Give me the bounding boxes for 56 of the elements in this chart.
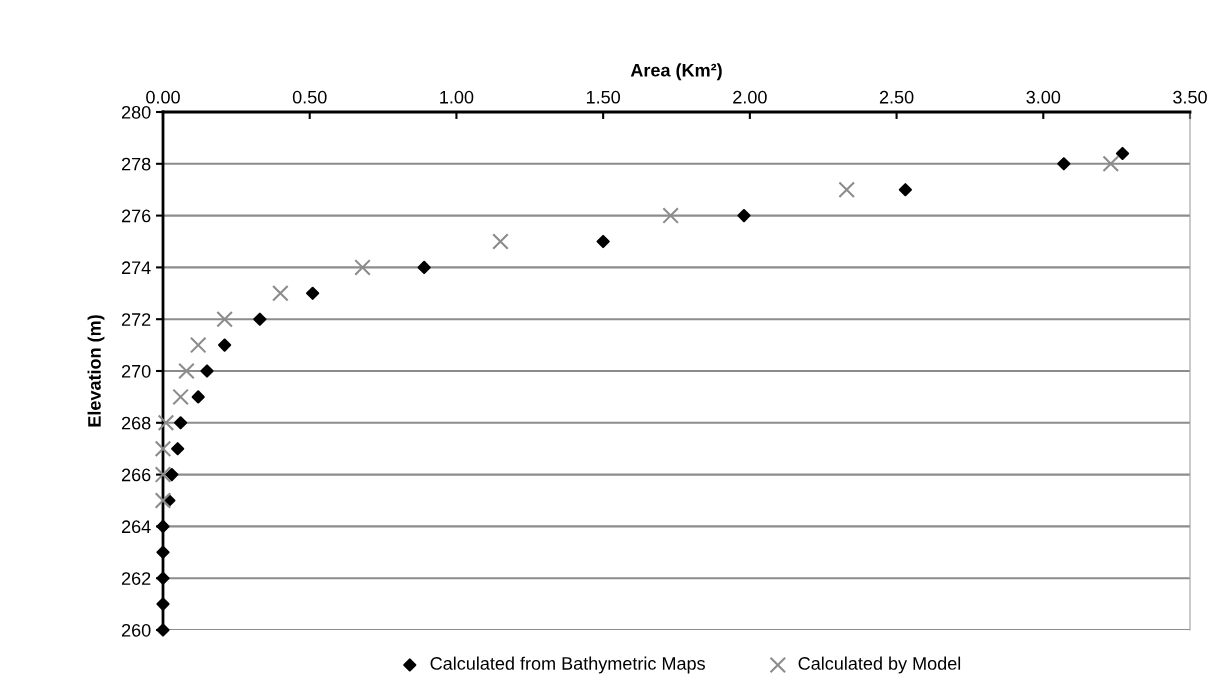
point [218, 338, 232, 352]
point [1102, 155, 1120, 173]
point [492, 233, 509, 250]
y-tick-label: 272 [121, 313, 151, 326]
x-tick-label: 3.00 [1026, 90, 1061, 104]
point [154, 492, 172, 509]
point [596, 234, 610, 249]
point [189, 336, 207, 354]
point [1057, 157, 1071, 171]
y-tick-label: 278 [121, 157, 151, 171]
x-tick-label: 3.50 [1173, 90, 1207, 104]
point [1115, 146, 1130, 161]
x-tick-label: 1.00 [440, 90, 474, 104]
point [191, 390, 205, 404]
point [417, 260, 431, 274]
x-tick-label: 2.50 [879, 90, 914, 104]
x-tick-label: 0.00 [146, 90, 180, 104]
point [172, 388, 189, 406]
y-tick-label: 264 [121, 520, 151, 534]
point [156, 597, 170, 611]
point [737, 209, 751, 223]
point [178, 362, 195, 380]
x-axis-title: Area (Km²) [630, 63, 722, 81]
legend-label: Calculated from Bathymetric Maps [430, 656, 705, 674]
y-tick-label: 276 [121, 209, 151, 223]
y-tick-label: 266 [121, 468, 151, 482]
point [154, 466, 172, 483]
y-tick-label: 262 [121, 572, 151, 585]
point [200, 364, 214, 378]
y-tick-label: 270 [121, 364, 151, 378]
point [216, 310, 233, 328]
point [156, 571, 170, 585]
y-tick-label: 268 [121, 416, 151, 430]
point [171, 442, 185, 456]
point [156, 623, 170, 637]
y-tick-label: 280 [121, 105, 151, 119]
y-tick-label: 260 [121, 623, 151, 637]
point [156, 519, 170, 533]
point [898, 183, 912, 197]
point [174, 416, 188, 430]
point [253, 312, 267, 326]
point [306, 286, 320, 300]
point [157, 414, 175, 432]
point [354, 259, 371, 276]
point [838, 181, 856, 199]
point [156, 545, 170, 559]
legend-label: Calculated by Model [798, 656, 961, 674]
x-tick-label: 1.50 [586, 90, 621, 104]
x-tick-label: 2.00 [733, 90, 767, 104]
x-tick-label: 0.50 [292, 90, 327, 104]
y-axis-title: Elevation (m) [87, 315, 105, 427]
y-tick-label: 274 [121, 261, 151, 274]
point [662, 207, 679, 224]
point [272, 284, 289, 302]
point [165, 468, 179, 482]
point [154, 440, 172, 458]
